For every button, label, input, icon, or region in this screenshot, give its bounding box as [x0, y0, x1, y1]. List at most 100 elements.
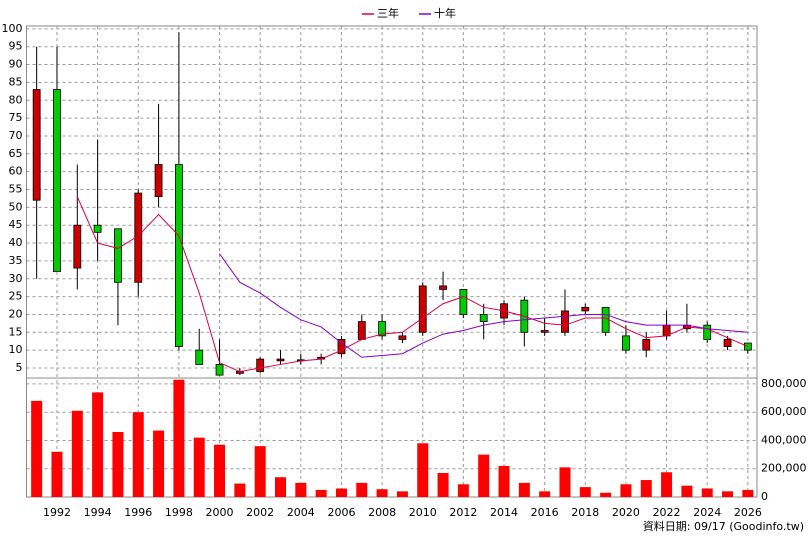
candle-body — [540, 330, 549, 333]
volume-bar — [132, 412, 144, 497]
x-tick-label: 1994 — [84, 506, 112, 519]
volume-bar — [71, 410, 83, 497]
volume-bar — [681, 485, 693, 497]
y-tick-label: 800,000 — [761, 377, 807, 390]
legend-label: 三年 — [377, 6, 399, 20]
y-tick-label: 15 — [9, 325, 23, 338]
candle-body — [642, 339, 651, 351]
volume-bar — [274, 477, 286, 497]
y-tick-label: 70 — [9, 129, 23, 142]
volume-bar — [498, 465, 510, 497]
x-tick-label: 2006 — [327, 506, 355, 519]
volume-bar — [661, 472, 673, 497]
y-tick-label: 85 — [9, 75, 23, 88]
y-tick-label: 0 — [761, 490, 768, 503]
x-tick-label: 2020 — [612, 506, 640, 519]
y-tick-label: 60 — [9, 165, 23, 178]
x-tick-label: 2026 — [734, 506, 762, 519]
candle-body — [398, 335, 407, 340]
y-tick-label: 45 — [9, 218, 23, 231]
x-tick-label: 2022 — [653, 506, 681, 519]
volume-bar — [579, 487, 591, 497]
volume-bar — [640, 480, 652, 497]
footer: 資料日期: 09/17 (Goodinfo.tw) — [643, 519, 804, 533]
ma-line — [76, 196, 749, 373]
plot-frame — [26, 25, 758, 498]
x-tick-label: 2016 — [531, 506, 559, 519]
candle-body — [479, 314, 488, 322]
candle-body — [256, 358, 265, 372]
x-tick-label: 2008 — [368, 506, 396, 519]
x-tick-label: 2002 — [246, 506, 274, 519]
candle-body — [357, 321, 366, 340]
x-tick-label: 2024 — [693, 506, 721, 519]
volume-bar — [478, 454, 490, 497]
candle-body — [154, 164, 163, 198]
x-tick-label: 2010 — [409, 506, 437, 519]
volume-bar — [92, 392, 104, 497]
candle-body — [418, 285, 427, 333]
x-tick-label: 1992 — [43, 506, 71, 519]
volume-bar — [31, 400, 43, 497]
candle-body — [195, 349, 204, 365]
volume-bar — [722, 491, 734, 497]
y-tick-label: 20 — [9, 307, 23, 320]
x-tick-label: 2014 — [490, 506, 518, 519]
volume-bar — [457, 484, 469, 497]
candle-body — [459, 289, 468, 315]
candle-body — [114, 228, 122, 283]
volume-bar — [173, 379, 185, 497]
volume-bar — [335, 488, 347, 497]
volume-bar — [214, 444, 226, 497]
volume-bar — [356, 482, 368, 497]
volume-bar — [51, 451, 63, 497]
candle-body — [215, 364, 224, 376]
candle-body — [703, 324, 712, 340]
volume-bar — [254, 446, 266, 497]
y-tick-label: 10 — [9, 343, 23, 356]
y-tick-label: 95 — [9, 40, 23, 53]
volume-bar — [153, 430, 165, 497]
x-tick-label: 2018 — [571, 506, 599, 519]
candle-body — [53, 89, 61, 273]
y-tick-label: 65 — [9, 147, 23, 160]
y-tick-label: 35 — [9, 254, 23, 267]
volume-bar — [518, 482, 530, 497]
volume-bar — [234, 483, 246, 497]
candle-body — [337, 339, 346, 355]
volume-bar — [742, 489, 754, 497]
y-tick-label: 55 — [9, 183, 23, 196]
x-tick-label: 1996 — [124, 506, 152, 519]
candle-body — [561, 310, 569, 333]
y-tick-label: 80 — [9, 93, 23, 106]
y-tick-label: 30 — [9, 272, 23, 285]
candle-body — [723, 339, 732, 347]
candle-body — [439, 285, 447, 290]
y-tick-label: 50 — [9, 200, 23, 213]
candle-body — [378, 321, 386, 337]
candle-body — [622, 335, 630, 351]
ma-line — [219, 253, 748, 358]
volume-bar — [437, 472, 449, 497]
x-tick-label: 1998 — [165, 506, 193, 519]
candle-body — [32, 89, 41, 201]
volume-bar — [376, 489, 388, 497]
legend-label: 十年 — [434, 6, 456, 20]
volume-bar — [112, 431, 124, 497]
y-tick-label: 100 — [2, 22, 23, 35]
volume-bar — [620, 484, 632, 497]
candle-body — [93, 224, 102, 233]
y-tick-label: 400,000 — [761, 433, 807, 446]
y-tick-label: 600,000 — [761, 405, 807, 418]
volume-bar — [417, 443, 429, 497]
candle-body — [276, 358, 285, 362]
volume-bar — [701, 488, 713, 497]
y-tick-label: 200,000 — [761, 462, 807, 475]
volume-bar — [295, 482, 307, 497]
candle-body — [174, 164, 183, 347]
x-tick-label: 2004 — [287, 506, 315, 519]
y-tick-label: 40 — [9, 236, 23, 249]
volume-bar — [539, 491, 551, 497]
y-tick-label: 75 — [9, 111, 23, 124]
